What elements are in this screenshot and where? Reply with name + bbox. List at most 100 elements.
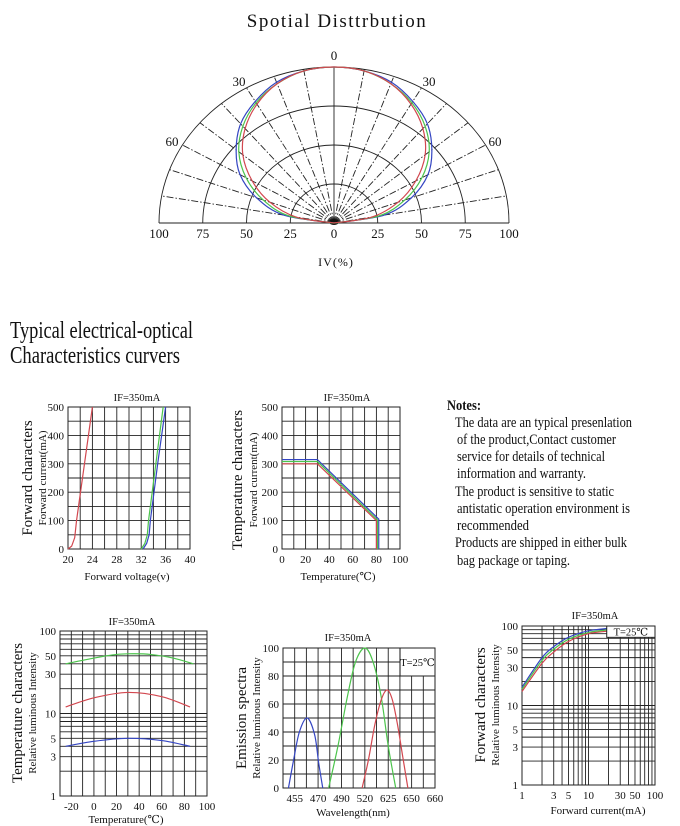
x-tick-label: 50 (629, 790, 641, 802)
series-line (67, 406, 93, 550)
annotation-box (399, 647, 436, 677)
chart-title: IF=350mA (324, 393, 371, 404)
polar-radial-line (333, 69, 365, 224)
series-line (282, 463, 377, 549)
x-tick-label: 5 (566, 790, 572, 802)
series-line (328, 647, 397, 789)
polar-plot: 100 75 50 25 0 25 50 75 100 (149, 66, 519, 241)
y-tick-label: 100 (262, 516, 279, 528)
forward-voltage-chart: IF=350mA Forward characters Forward curr… (20, 393, 170, 583)
y-tick-label: 3 (51, 752, 57, 764)
polar-radial-line (169, 169, 335, 224)
polar-radial-line (273, 76, 335, 224)
plot-frame (281, 406, 401, 550)
y-axis-title: Temperature characters (10, 643, 26, 783)
note-line: antistatic operation environment is (457, 501, 630, 517)
x-axis-title: Wavelength(nm) (316, 807, 390, 819)
x-tick-label: 40 (185, 554, 197, 566)
x-tick-label: 0 (91, 801, 97, 813)
y-tick-label: 500 (262, 402, 279, 414)
plot-area: -20 0 20 40 60 80 100 1 3 5 10 30 50 100 (40, 626, 216, 813)
polar-radial-line (221, 103, 335, 224)
x-tick-label: 490 (333, 793, 350, 805)
x-tick-label: 0 (279, 554, 285, 566)
radial-tick-label: 50 (240, 226, 253, 241)
x-tick-label: 3 (551, 790, 557, 802)
x-tick-label: 20 (111, 801, 123, 813)
angle-label: 0 (331, 48, 338, 63)
y-axis-title: Emission spectra (234, 667, 250, 769)
x-tick-label: 36 (160, 554, 172, 566)
section-heading-line1: Typical electrical-optical (10, 318, 193, 344)
temperature-intensity-chart: IF=350mA Temperature characters Relative… (10, 617, 164, 826)
note-line: The product is sensitive to static (455, 484, 614, 500)
y-tick-label: 40 (268, 727, 280, 739)
y-tick-label: 300 (262, 459, 279, 471)
x-tick-label: 520 (357, 793, 374, 805)
plot-frame (521, 625, 656, 786)
radial-tick-label: 75 (459, 226, 472, 241)
y-tick-label: 80 (268, 671, 280, 683)
x-tick-label: 40 (134, 801, 146, 813)
polar-radial-line (161, 195, 335, 224)
x-tick-label: 455 (286, 793, 303, 805)
x-axis-title: Forward voltage(v) (84, 571, 170, 583)
y-axis-title: Forward characters (473, 647, 489, 763)
polar-radial-line (333, 103, 447, 224)
y-tick-label: 5 (51, 733, 57, 745)
y-tick-label: 1 (51, 791, 57, 803)
polar-radial-line (303, 69, 335, 224)
x-tick-label: 625 (380, 793, 397, 805)
series-line (361, 689, 409, 789)
x-tick-label: 100 (199, 801, 216, 813)
x-tick-label: 470 (310, 793, 327, 805)
y-tick-label: 10 (45, 709, 57, 721)
section-heading-line2: Characteristics curvers (10, 343, 180, 369)
x-tick-label: 1 (519, 790, 525, 802)
y-tick-label: 100 (40, 626, 57, 638)
chart-title: IF=350mA (109, 617, 156, 628)
plot-frame (282, 647, 436, 789)
chart-title: IF=350mA (572, 611, 619, 622)
y-tick-label: 5 (513, 724, 519, 736)
y-tick-label: 50 (507, 645, 519, 657)
x-axis-title: Forward current(mA) (551, 805, 646, 817)
radial-tick-label: 75 (196, 226, 209, 241)
radial-tick-label: 50 (415, 226, 428, 241)
temperature-derating-chart: IF=350mA Temperature characters Forward … (230, 393, 376, 583)
y-tick-label: 1 (513, 780, 519, 792)
x-axis-title: Temperature(℃) (300, 571, 375, 583)
polar-title: Spotial Disttrbution (247, 11, 427, 32)
polar-radial-line (333, 195, 507, 224)
x-tick-label: 10 (583, 790, 595, 802)
plot-frame (59, 630, 208, 797)
y-tick-label: 0 (59, 544, 65, 556)
annotation-text: T=25℃ (614, 628, 649, 639)
y-axis-subtitle: Relative luminous Intensity (490, 644, 502, 766)
grid-lines (59, 630, 208, 797)
y-tick-label: 500 (48, 402, 65, 414)
x-tick-label: 100 (392, 554, 409, 566)
y-axis-title: Temperature characters (230, 410, 246, 550)
polar-radial-line (246, 87, 335, 224)
x-tick-label: 60 (156, 801, 168, 813)
polar-radial-line (182, 144, 335, 224)
series-line (287, 717, 324, 789)
y-tick-label: 10 (507, 701, 519, 713)
y-tick-label: 400 (48, 430, 65, 442)
x-tick-label: 650 (403, 793, 420, 805)
x-tick-label: 660 (427, 793, 444, 805)
forward-current-intensity-chart: IF=350mA Forward characters Relative lum… (473, 611, 646, 817)
y-tick-label: 3 (513, 742, 519, 754)
y-axis-subtitle: Forward current(mA) (37, 430, 49, 525)
y-tick-label: 200 (262, 487, 279, 499)
chart-title: IF=350mA (114, 393, 161, 404)
y-tick-label: 300 (48, 459, 65, 471)
plot-frame (67, 406, 191, 550)
grid-lines (521, 625, 656, 786)
note-line: service for details of technical (457, 449, 605, 465)
y-tick-label: 100 (48, 516, 65, 528)
series-line (521, 630, 608, 692)
notes-title: Notes: (447, 398, 481, 414)
